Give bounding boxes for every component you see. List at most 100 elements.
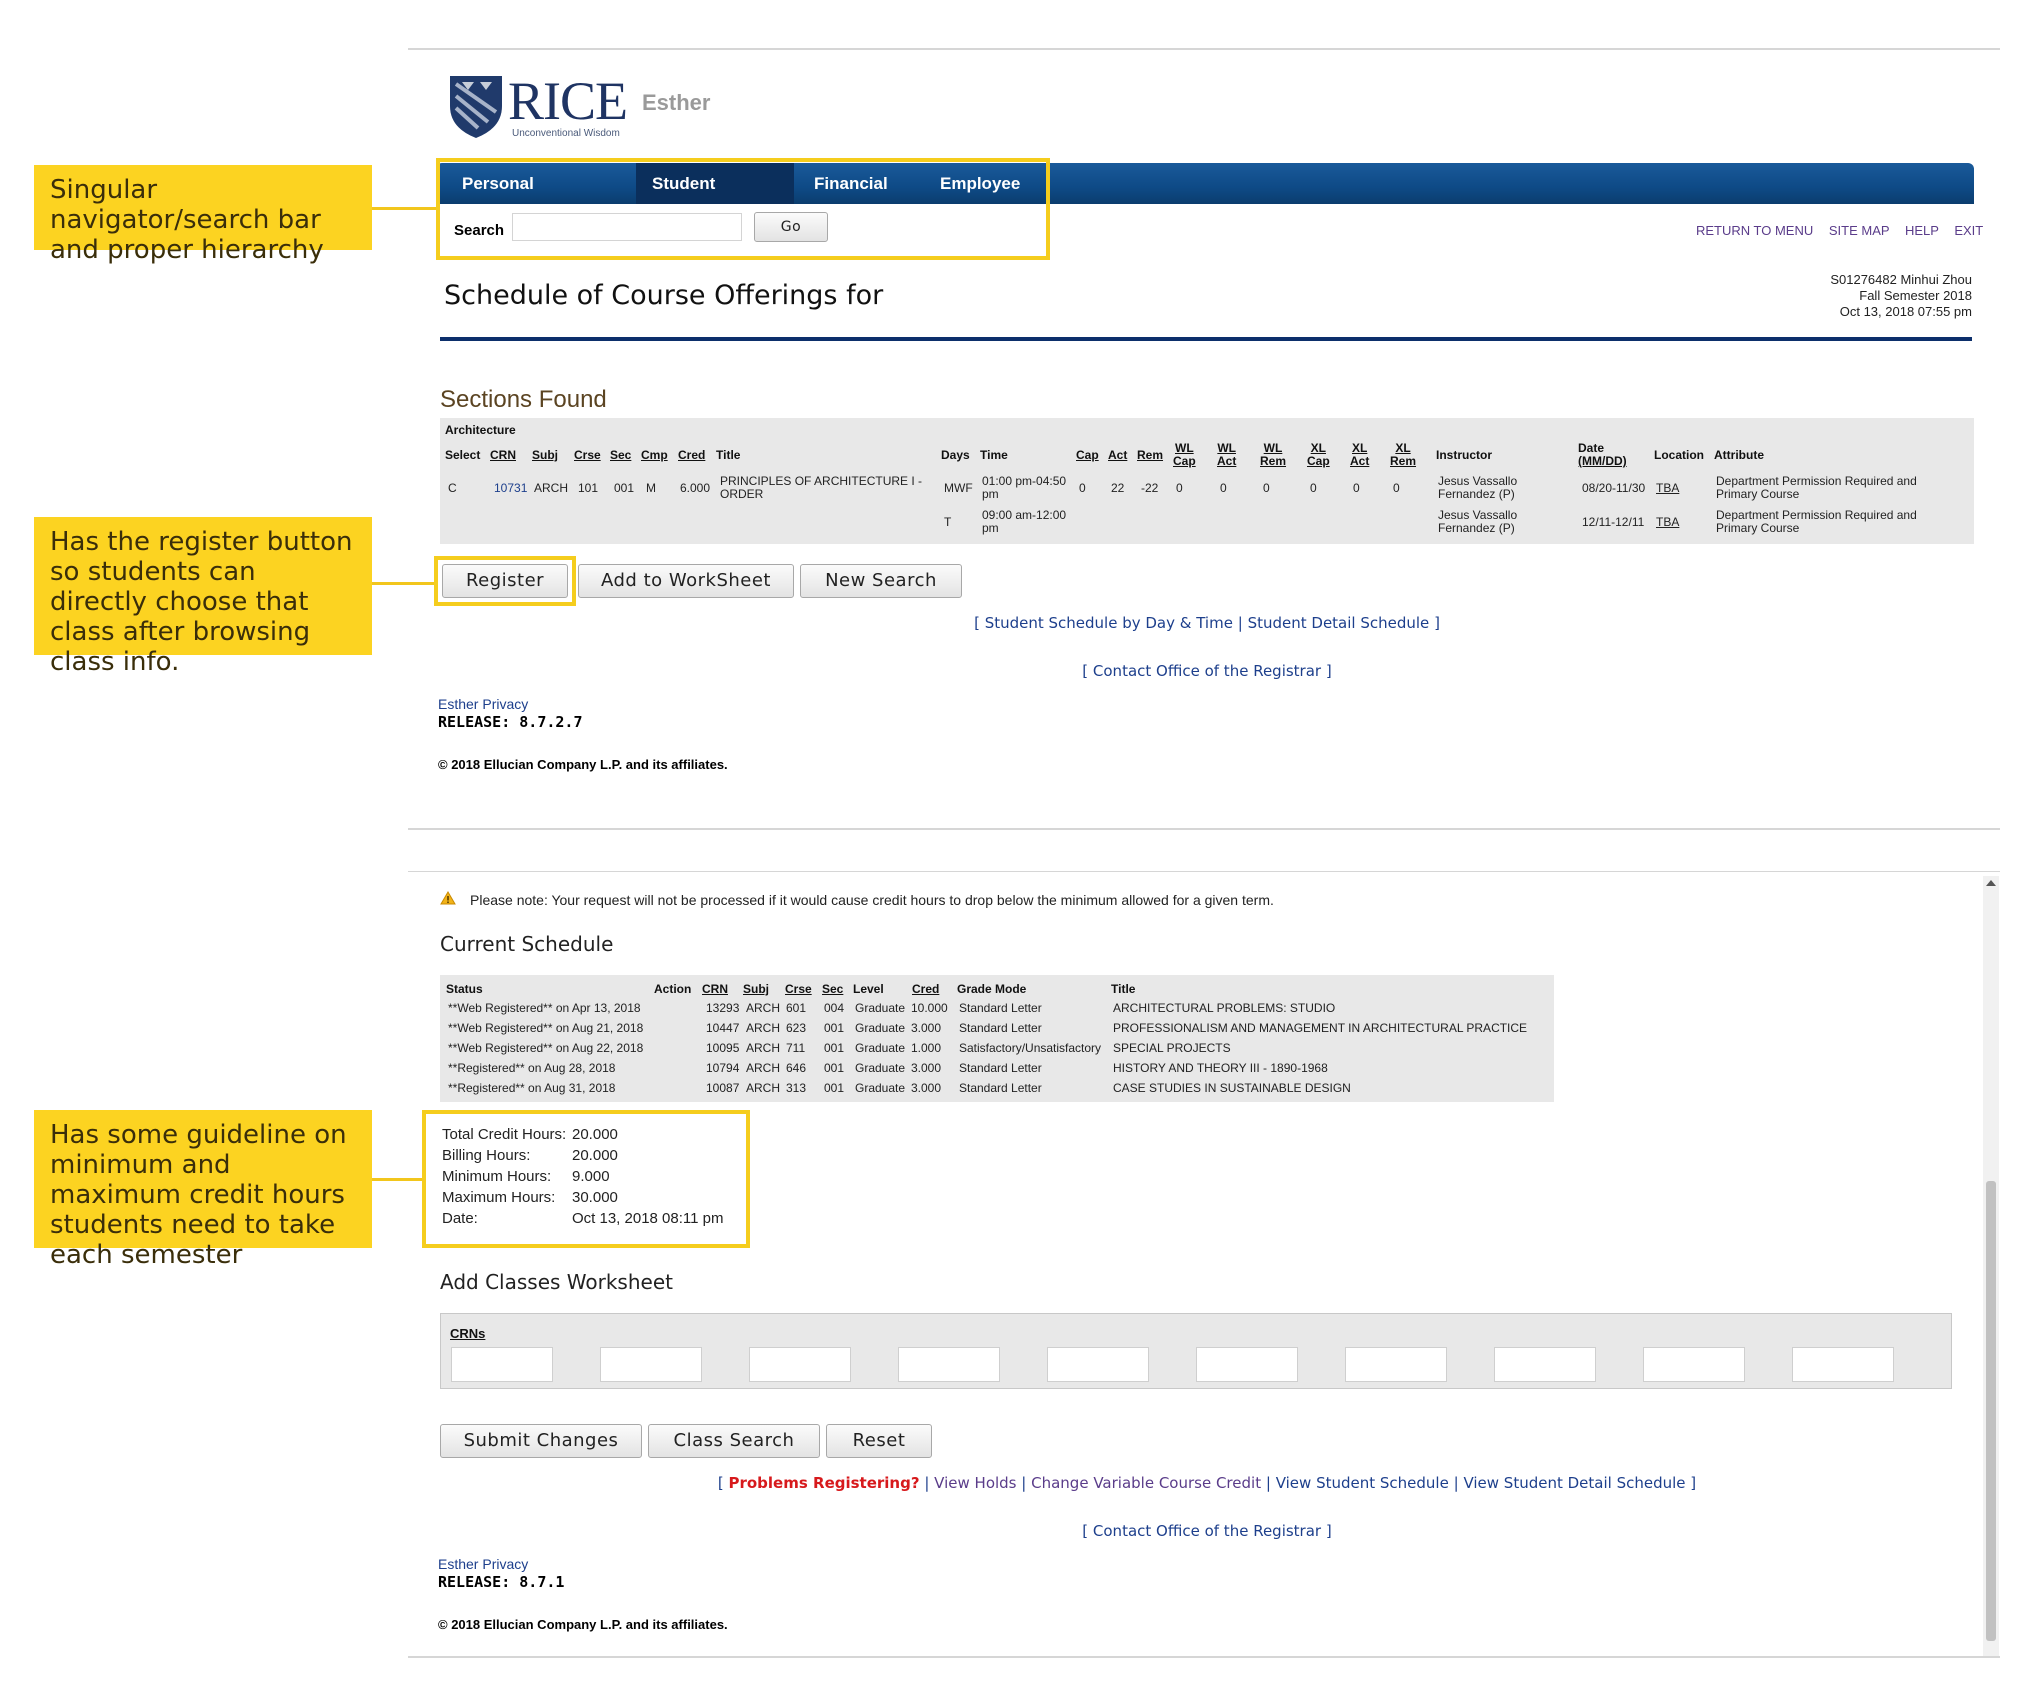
help-link[interactable]: HELP <box>1904 223 1939 238</box>
title-underline <box>440 337 1972 341</box>
submit-changes-button[interactable]: Submit Changes <box>440 1424 642 1458</box>
cell-grade-mode: Standard Letter <box>959 1061 1042 1075</box>
cell-grade-mode: Satisfactory/Unsatisfactory <box>959 1041 1102 1055</box>
class-search-button[interactable]: Class Search <box>648 1424 820 1458</box>
cell-status: **Web Registered** on Aug 22, 2018 <box>448 1041 644 1055</box>
cell-title: CASE STUDIES IN SUSTAINABLE DESIGN <box>1113 1081 1351 1095</box>
view-holds-link[interactable]: View Holds <box>934 1474 1017 1492</box>
cell-level: Graduate <box>855 1021 906 1035</box>
register-button[interactable]: Register <box>442 564 568 598</box>
crn-input-5[interactable] <box>1047 1347 1149 1382</box>
cell-cred: 10.000 <box>911 1001 948 1015</box>
cell-crse: 601 <box>786 1001 807 1015</box>
crn-input-9[interactable] <box>1643 1347 1745 1382</box>
cell-title: HISTORY AND THEORY III - 1890-1968 <box>1113 1061 1328 1075</box>
change-variable-credit-link[interactable]: Change Variable Course Credit <box>1031 1474 1262 1492</box>
cell-crn: 10095 <box>706 1041 740 1055</box>
annotation-connector <box>372 582 436 585</box>
view-student-schedule-link[interactable]: View Student Schedule <box>1275 1474 1449 1492</box>
crn-input-3[interactable] <box>749 1347 851 1382</box>
app-name: Esther <box>642 90 711 115</box>
cell-sec: 001 <box>824 1081 845 1095</box>
shield-icon <box>450 76 502 138</box>
scroll-up-icon[interactable] <box>1986 880 1996 886</box>
crn-input-10[interactable] <box>1792 1347 1894 1382</box>
student-detail-schedule-link[interactable]: Student Detail Schedule <box>1247 614 1430 632</box>
annotation-credit-hours: Has some guideline on minimum and maximu… <box>34 1110 372 1270</box>
page-divider <box>408 871 2000 872</box>
crn-input-7[interactable] <box>1345 1347 1447 1382</box>
scrollbar[interactable] <box>1983 876 1999 1656</box>
contact-registrar-links-2: [ Contact Office of the Registrar ] <box>1082 1522 1332 1540</box>
cell-status: **Web Registered** on Apr 13, 2018 <box>448 1001 641 1015</box>
new-search-button[interactable]: New Search <box>800 564 962 598</box>
cell-subj: ARCH <box>746 1061 781 1075</box>
crn-link[interactable]: 10731 <box>494 481 528 495</box>
location-link[interactable]: TBA <box>1656 481 1680 495</box>
cell-level: Graduate <box>855 1081 906 1095</box>
contact-registrar-link[interactable]: Contact Office of the Registrar <box>1092 1522 1322 1540</box>
sections-found-heading: Sections Found <box>440 386 607 413</box>
current-schedule-table <box>440 975 1554 1102</box>
crn-input-6[interactable] <box>1196 1347 1298 1382</box>
go-button[interactable]: Go <box>754 212 828 242</box>
sections-table <box>440 418 1974 544</box>
cell-cred: 1.000 <box>911 1041 942 1055</box>
cell-status: **Web Registered** on Aug 21, 2018 <box>448 1021 644 1035</box>
privacy-link[interactable]: Esther Privacy <box>438 696 529 712</box>
highlight-register <box>434 556 576 606</box>
annotation-navigator: Singular navigator/search bar and proper… <box>34 165 372 265</box>
cell-crn: 10087 <box>706 1081 740 1095</box>
cell-sec: 001 <box>824 1041 845 1055</box>
site-map-link[interactable]: SITE MAP <box>1828 223 1890 238</box>
search-input[interactable] <box>512 213 742 241</box>
cell-crse: 313 <box>786 1081 807 1095</box>
crn-input-8[interactable] <box>1494 1347 1596 1382</box>
registration-note: Please note: Your request will not be pr… <box>470 892 1274 908</box>
crn-input-4[interactable] <box>898 1347 1000 1382</box>
schedule-by-day-link[interactable]: Student Schedule by Day & Time <box>984 614 1233 632</box>
annotation-connector <box>372 1178 422 1181</box>
reset-button[interactable]: Reset <box>826 1424 932 1458</box>
cell-sec: 001 <box>824 1021 845 1035</box>
cell-level: Graduate <box>855 1001 906 1015</box>
current-schedule-heading: Current Schedule <box>440 932 614 956</box>
exit-link[interactable]: EXIT <box>1954 223 1984 238</box>
tab-employee[interactable]: Employee <box>940 174 1021 193</box>
view-detail-schedule-link[interactable]: View Student Detail Schedule <box>1463 1474 1686 1492</box>
problems-registering-link[interactable]: Problems Registering? <box>728 1474 920 1492</box>
cell-grade-mode: Standard Letter <box>959 1081 1042 1095</box>
cell-title: PROFESSIONALISM AND MANAGEMENT IN ARCHIT… <box>1113 1021 1528 1035</box>
contact-registrar-link[interactable]: Contact Office of the Registrar <box>1092 662 1322 680</box>
cell-level: Graduate <box>855 1041 906 1055</box>
contact-registrar-links: [ Contact Office of the Registrar ] <box>1082 662 1332 680</box>
cell-title: SPECIAL PROJECTS <box>1113 1041 1231 1055</box>
cell-title: ARCHITECTURAL PROBLEMS: STUDIO <box>1113 1001 1336 1015</box>
cell-status: **Registered** on Aug 28, 2018 <box>448 1061 616 1075</box>
cell-cred: 3.000 <box>911 1081 942 1095</box>
cell-subj: ARCH <box>746 1021 781 1035</box>
cell-sec: 004 <box>824 1001 845 1015</box>
release-text: RELEASE: 8.7.1 <box>438 1573 565 1591</box>
rice-logo: RICE Unconventional Wisdom <box>448 72 630 142</box>
cell-crse: 646 <box>786 1061 807 1075</box>
return-to-menu-link[interactable]: RETURN TO MENU <box>1696 223 1814 238</box>
logo-text: RICE <box>508 71 628 131</box>
scrollbar-thumb[interactable] <box>1986 1181 1996 1641</box>
location-link[interactable]: TBA <box>1656 515 1680 529</box>
annotation-connector <box>372 207 436 210</box>
cell-crn: 10447 <box>706 1021 740 1035</box>
cell-subj: ARCH <box>746 1041 781 1055</box>
cell-crse: 623 <box>786 1021 807 1035</box>
warning-icon <box>440 891 456 910</box>
crn-input-1[interactable] <box>451 1347 553 1382</box>
add-to-worksheet-button[interactable]: Add to WorkSheet <box>578 564 794 598</box>
crn-input-2[interactable] <box>600 1347 702 1382</box>
privacy-link[interactable]: Esther Privacy <box>438 1556 529 1572</box>
cell-cred: 3.000 <box>911 1061 942 1075</box>
cell-status: **Registered** on Aug 31, 2018 <box>448 1081 616 1095</box>
release-text: RELEASE: 8.7.2.7 <box>438 713 583 731</box>
copyright-text: © 2018 Ellucian Company L.P. and its aff… <box>438 757 728 772</box>
user-info: S01276482 Minhui Zhou Fall Semester 2018… <box>1830 272 1972 319</box>
section-row: C <box>448 481 457 495</box>
